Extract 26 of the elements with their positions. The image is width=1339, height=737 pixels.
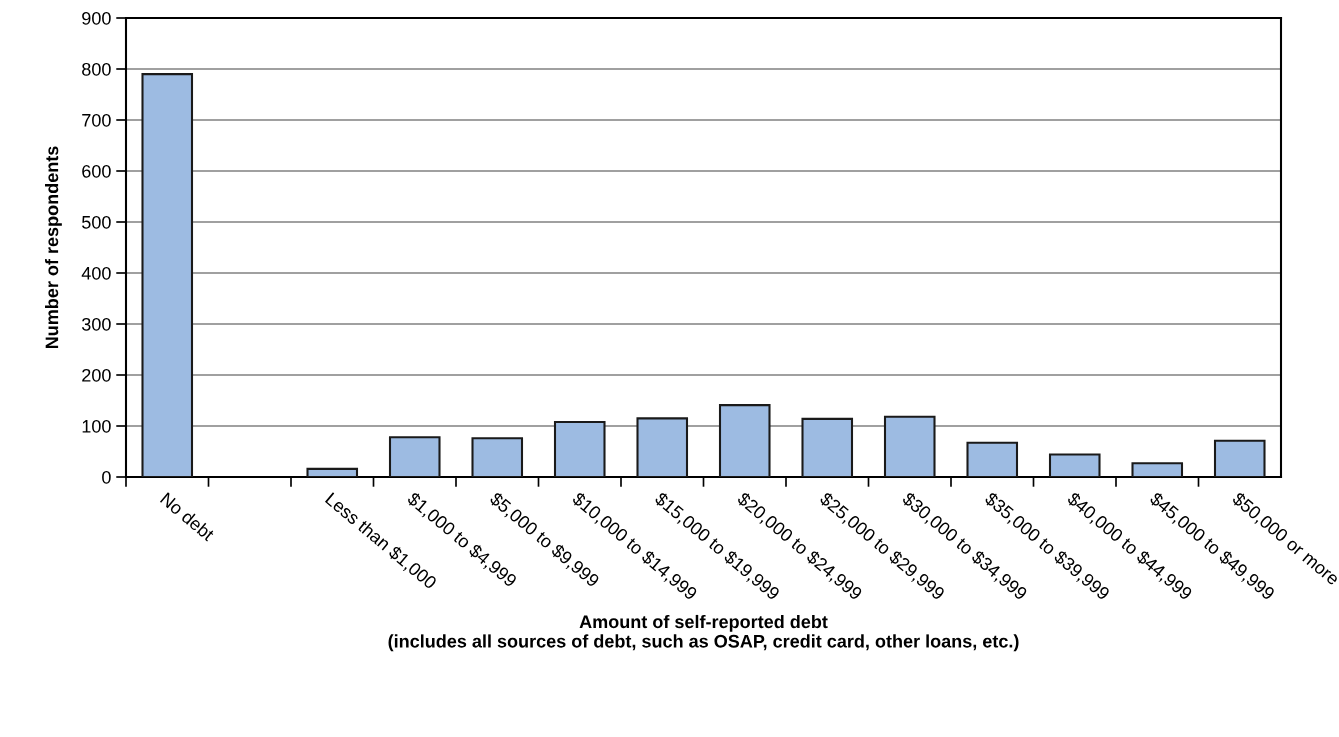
bar [1131,462,1184,477]
bar [141,73,194,477]
x-tick-label: No debt [159,491,216,542]
y-tick-label: 700 [82,113,111,127]
bar [718,404,771,477]
y-tick-label: 500 [82,215,111,229]
bar [636,417,689,477]
bar [553,420,606,477]
y-tick-label: 300 [81,317,111,331]
y-tick-label: 400 [81,266,111,280]
x-axis-title: Amount of self-reported debt (includes all sources of debt, such as OSAP, credit card, other loans, etc.) [388,614,1019,652]
y-tick-label: 800 [82,62,111,76]
bar [1048,453,1101,477]
y-tick-label: 900 [82,11,111,25]
bar [306,467,359,477]
bar [966,441,1019,477]
y-tick-label: 600 [82,164,111,178]
bar [471,437,524,477]
y-axis-title: Number of respondents [45,146,62,349]
y-tick-label: 200 [82,368,111,382]
y-tick-label: 0 [102,470,111,484]
y-tick-label: 100 [82,419,111,433]
bar [883,415,936,477]
bar [388,436,441,477]
bar [801,417,854,477]
bar [1213,439,1266,477]
